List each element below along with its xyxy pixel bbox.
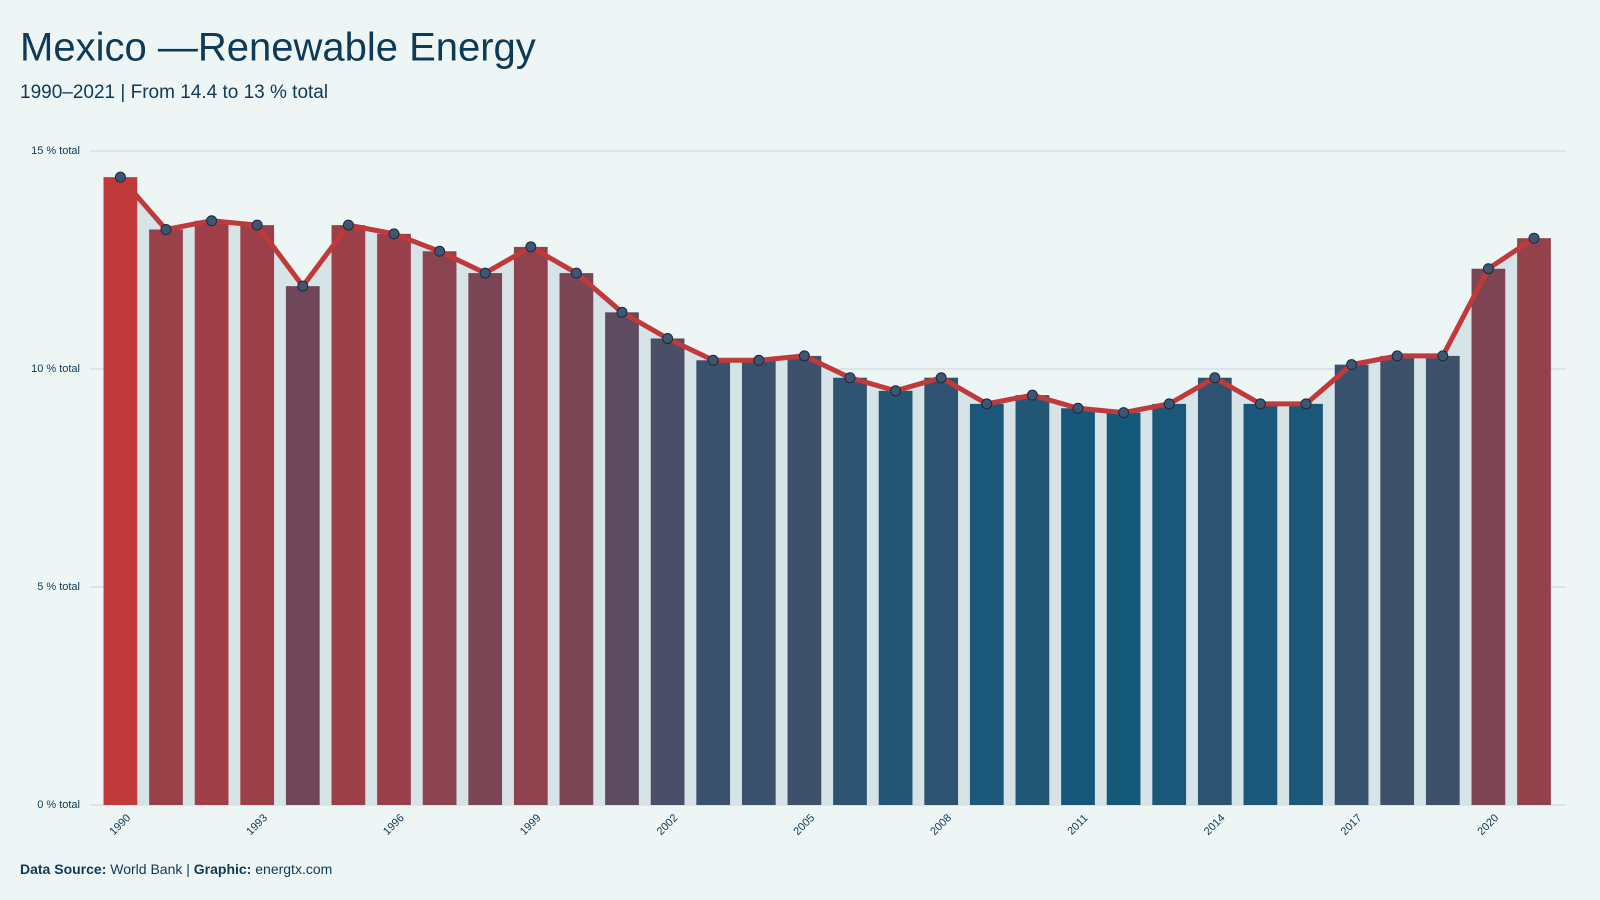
- bar: [969, 403, 1004, 805]
- bar: [878, 390, 913, 805]
- point: [206, 215, 218, 227]
- point: [479, 267, 491, 279]
- caption-label: Data Source:: [20, 861, 106, 877]
- bar: [833, 377, 867, 805]
- bar: [741, 360, 776, 805]
- bar: [377, 233, 411, 806]
- bar: [331, 225, 366, 805]
- point: [616, 306, 628, 318]
- bar: [559, 273, 594, 806]
- y-tick-label: 15 % total: [31, 145, 80, 157]
- bar: [696, 360, 731, 805]
- caption-text: energtx.com: [255, 861, 332, 877]
- point: [160, 223, 172, 235]
- bar: [1517, 238, 1551, 805]
- point: [251, 219, 263, 231]
- point: [1300, 398, 1312, 410]
- line: [118, 175, 1536, 416]
- point: [1209, 372, 1221, 384]
- bar: [605, 312, 639, 805]
- caption: Data Source: World Bank | Graphic: energ…: [20, 861, 332, 877]
- y-tick-label: 10 % total: [31, 363, 80, 375]
- bar: [1471, 268, 1506, 806]
- y-tick-label: 5 % total: [37, 581, 80, 593]
- point: [662, 332, 674, 344]
- point: [844, 372, 856, 384]
- bar: [103, 177, 138, 805]
- point: [1391, 350, 1403, 362]
- caption-text: World Bank |: [110, 861, 190, 877]
- point: [434, 245, 446, 257]
- bar: [1061, 408, 1095, 805]
- bar: [1106, 412, 1141, 805]
- point: [1118, 407, 1130, 419]
- point: [1482, 263, 1494, 275]
- bar: [1380, 355, 1415, 805]
- point: [1528, 232, 1540, 244]
- point: [753, 354, 765, 366]
- point: [1072, 402, 1084, 414]
- point: [570, 267, 582, 279]
- bar: [285, 286, 320, 805]
- point: [1254, 398, 1266, 410]
- point: [525, 241, 537, 253]
- bar: [468, 273, 503, 806]
- bar: [650, 338, 685, 805]
- bar: [1015, 395, 1050, 805]
- bar: [240, 225, 275, 805]
- bar: [1152, 403, 1187, 805]
- point: [342, 219, 354, 231]
- bar: [1197, 377, 1232, 805]
- bar: [1243, 403, 1278, 805]
- point: [798, 350, 810, 362]
- point: [1163, 398, 1175, 410]
- bar: [194, 220, 229, 805]
- point: [1026, 389, 1038, 401]
- point: [388, 228, 400, 240]
- point: [981, 398, 993, 410]
- point: [1437, 350, 1449, 362]
- bar: [422, 251, 457, 805]
- bar: [924, 377, 959, 805]
- point: [935, 372, 947, 384]
- y-tick-label: 0 % total: [37, 799, 80, 811]
- chart-title: Mexico —Renewable Energy: [20, 26, 536, 70]
- bar: [513, 246, 548, 806]
- bar: [1425, 355, 1460, 805]
- point: [114, 171, 126, 183]
- point: [297, 280, 309, 292]
- chart-subtitle: 1990–2021 | From 14.4 to 13 % total: [20, 82, 328, 103]
- bar: [787, 355, 822, 805]
- bar: [149, 229, 183, 806]
- bar: [1289, 403, 1323, 805]
- point: [890, 385, 902, 397]
- caption-label: Graphic:: [194, 861, 252, 877]
- bar: [1334, 364, 1369, 805]
- point: [707, 354, 719, 366]
- point: [1346, 359, 1358, 371]
